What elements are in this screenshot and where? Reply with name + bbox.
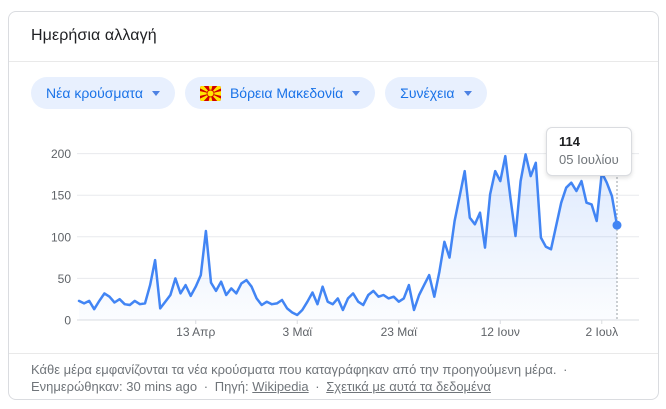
filter-chips-row: Νέα κρούσματα (31, 77, 487, 109)
metric-filter-chip[interactable]: Νέα κρούσματα (31, 77, 175, 109)
metric-filter-label: Νέα κρούσματα (46, 85, 143, 101)
svg-text:13 Απρ: 13 Απρ (176, 325, 215, 339)
chart-series (77, 153, 619, 320)
svg-text:23 Μαϊ: 23 Μαϊ (381, 325, 418, 339)
chart-axis-labels: 0 50 100 150 200 13 Απρ 3 Μαϊ 23 Μαϊ 12 Ιουν 2 Ιο… (51, 147, 618, 339)
svg-text:2 Ιουλ: 2 Ιουλ (585, 325, 618, 339)
svg-text:0: 0 (64, 314, 71, 328)
chart-tooltip: 114 05 Ιουλίου (546, 127, 632, 176)
daily-change-chart[interactable]: 0 50 100 150 200 13 Απρ 3 Μαϊ 23 Μαϊ 12 Ιουν 2 Ιο… (9, 12, 660, 401)
svg-text:200: 200 (51, 147, 71, 161)
footer-source-label: Πηγή: (214, 379, 249, 394)
region-filter-label: Βόρεια Μακεδονία (229, 85, 344, 101)
chart-highlight-marker (612, 169, 622, 320)
wikipedia-link[interactable]: Wikipedia (252, 379, 309, 394)
footer-divider (9, 353, 658, 354)
dropdown-arrow-icon (463, 90, 472, 96)
svg-text:150: 150 (51, 189, 71, 203)
continue-filter-label: Συνέχεια (400, 85, 455, 101)
footer-description: Κάθε μέρα εμφανίζονται τα νέα κρούσματα … (31, 362, 557, 377)
footer-note: Κάθε μέρα εμφανίζονται τα νέα κρούσματα … (31, 362, 568, 394)
tooltip-date: 05 Ιουλίου (559, 152, 619, 167)
dropdown-arrow-icon (151, 90, 160, 96)
svg-text:3 Μαϊ: 3 Μαϊ (282, 325, 312, 339)
about-data-link[interactable]: Σχετικά με αυτά τα δεδομένα (326, 379, 491, 394)
page-title: Ημερήσια αλλαγή (31, 27, 157, 44)
dropdown-arrow-icon (352, 90, 361, 96)
svg-text:12 Ιουν: 12 Ιουν (481, 325, 520, 339)
continue-filter-chip[interactable]: Συνέχεια (385, 77, 487, 109)
svg-text:50: 50 (58, 272, 72, 286)
header-divider (9, 61, 658, 62)
region-filter-chip[interactable]: Βόρεια Μακεδονία (184, 77, 376, 109)
daily-change-card: Ημερήσια αλλαγή Νέα κρούσματα (8, 11, 659, 400)
tooltip-value: 114 (559, 134, 580, 149)
north-macedonia-flag-icon (199, 85, 221, 101)
footer-updated: Ενημερώθηκαν: 30 mins ago (31, 379, 198, 394)
svg-text:100: 100 (51, 230, 71, 244)
